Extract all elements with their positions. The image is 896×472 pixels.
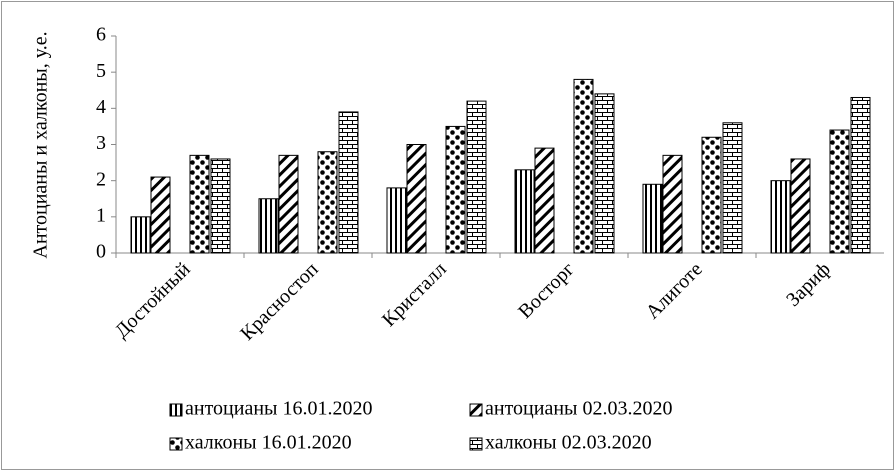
legend-swatch <box>169 437 183 451</box>
y-tick-label: 5 <box>96 60 106 82</box>
bar <box>406 144 427 254</box>
bar <box>317 151 338 254</box>
y-tick-label: 3 <box>96 132 106 154</box>
legend-swatch <box>469 437 483 451</box>
legend-swatch <box>469 403 483 417</box>
bar <box>790 158 811 254</box>
legend-label: халконы 02.03.2020 <box>485 432 652 454</box>
y-tick-label: 1 <box>96 204 106 226</box>
bar <box>210 158 231 254</box>
bar <box>278 154 299 254</box>
y-tick-label: 2 <box>96 168 106 190</box>
legend-swatch <box>169 403 183 417</box>
legend-label: антоцианы 16.01.2020 <box>185 398 372 420</box>
bar <box>534 147 555 254</box>
bar <box>701 136 722 254</box>
bar <box>466 100 487 254</box>
bar <box>445 125 466 254</box>
y-tick-label: 6 <box>96 24 106 46</box>
bar <box>189 154 210 254</box>
legend-label: антоцианы 02.03.2020 <box>485 398 672 420</box>
bar <box>770 180 791 254</box>
bar <box>573 78 594 254</box>
bar <box>338 111 359 254</box>
y-axis-title: Антоцианы и халконы, у.е. <box>30 31 52 258</box>
bar <box>850 96 871 254</box>
bar <box>662 154 683 254</box>
legend-label: халконы 16.01.2020 <box>185 432 352 454</box>
y-tick-label: 0 <box>96 241 106 263</box>
bar <box>130 216 151 254</box>
bar <box>594 93 615 254</box>
bar <box>722 122 743 254</box>
bar <box>150 176 171 254</box>
bar <box>642 183 663 254</box>
bar <box>386 187 407 254</box>
bar <box>514 169 535 254</box>
bar <box>829 129 850 254</box>
bar <box>258 198 279 254</box>
y-tick-label: 4 <box>96 96 106 118</box>
